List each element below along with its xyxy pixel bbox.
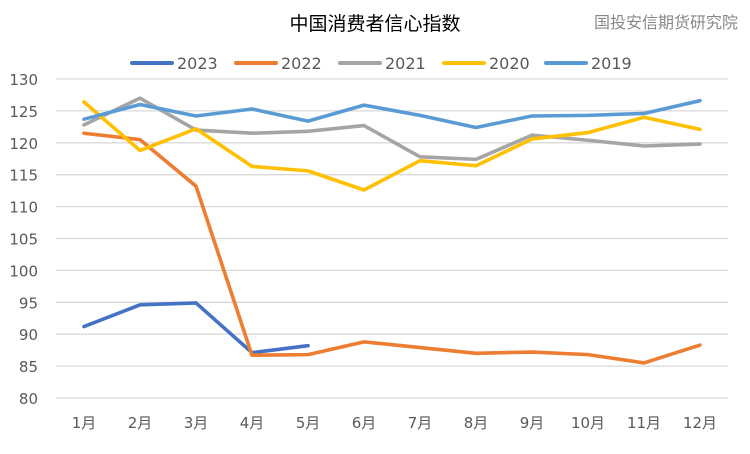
- y-tick-label: 130: [9, 71, 38, 89]
- x-tick-label: 3月: [184, 414, 209, 432]
- y-tick-label: 120: [9, 135, 38, 153]
- x-tick-label: 10月: [571, 414, 605, 432]
- y-tick-label: 125: [9, 103, 38, 121]
- x-tick-label: 2月: [128, 414, 153, 432]
- x-tick-label: 5月: [296, 414, 321, 432]
- y-tick-label: 80: [19, 390, 38, 408]
- y-tick-label: 90: [19, 326, 38, 344]
- x-tick-label: 8月: [464, 414, 489, 432]
- legend-label-2021: 2021: [385, 54, 426, 73]
- x-tick-label: 11月: [627, 414, 661, 432]
- series-line-2020: [82, 100, 702, 192]
- legend-label-2020: 2020: [489, 54, 530, 73]
- series-line-2019: [82, 98, 702, 130]
- x-tick-label: 4月: [240, 414, 265, 432]
- y-tick-label: 85: [19, 358, 38, 376]
- chart-title: 中国消费者信心指数: [289, 13, 460, 35]
- y-tick-label: 95: [19, 294, 38, 312]
- legend-label-2022: 2022: [281, 54, 322, 73]
- y-tick-label: 115: [9, 167, 38, 185]
- series-line-2022: [82, 131, 702, 365]
- series-line-2023: [82, 301, 310, 355]
- watermark: 国投安信期货研究院: [594, 13, 738, 32]
- y-tick-label: 100: [9, 262, 38, 280]
- series-line-2021: [82, 96, 702, 162]
- legend-label-2019: 2019: [591, 54, 632, 73]
- x-tick-label: 7月: [408, 414, 433, 432]
- x-tick-label: 9月: [520, 414, 545, 432]
- x-tick-label: 1月: [72, 414, 97, 432]
- legend-label-2023: 2023: [177, 54, 218, 73]
- x-tick-label: 12月: [683, 414, 717, 432]
- y-tick-label: 105: [9, 231, 38, 249]
- y-tick-label: 110: [9, 199, 38, 217]
- x-tick-label: 6月: [352, 414, 377, 432]
